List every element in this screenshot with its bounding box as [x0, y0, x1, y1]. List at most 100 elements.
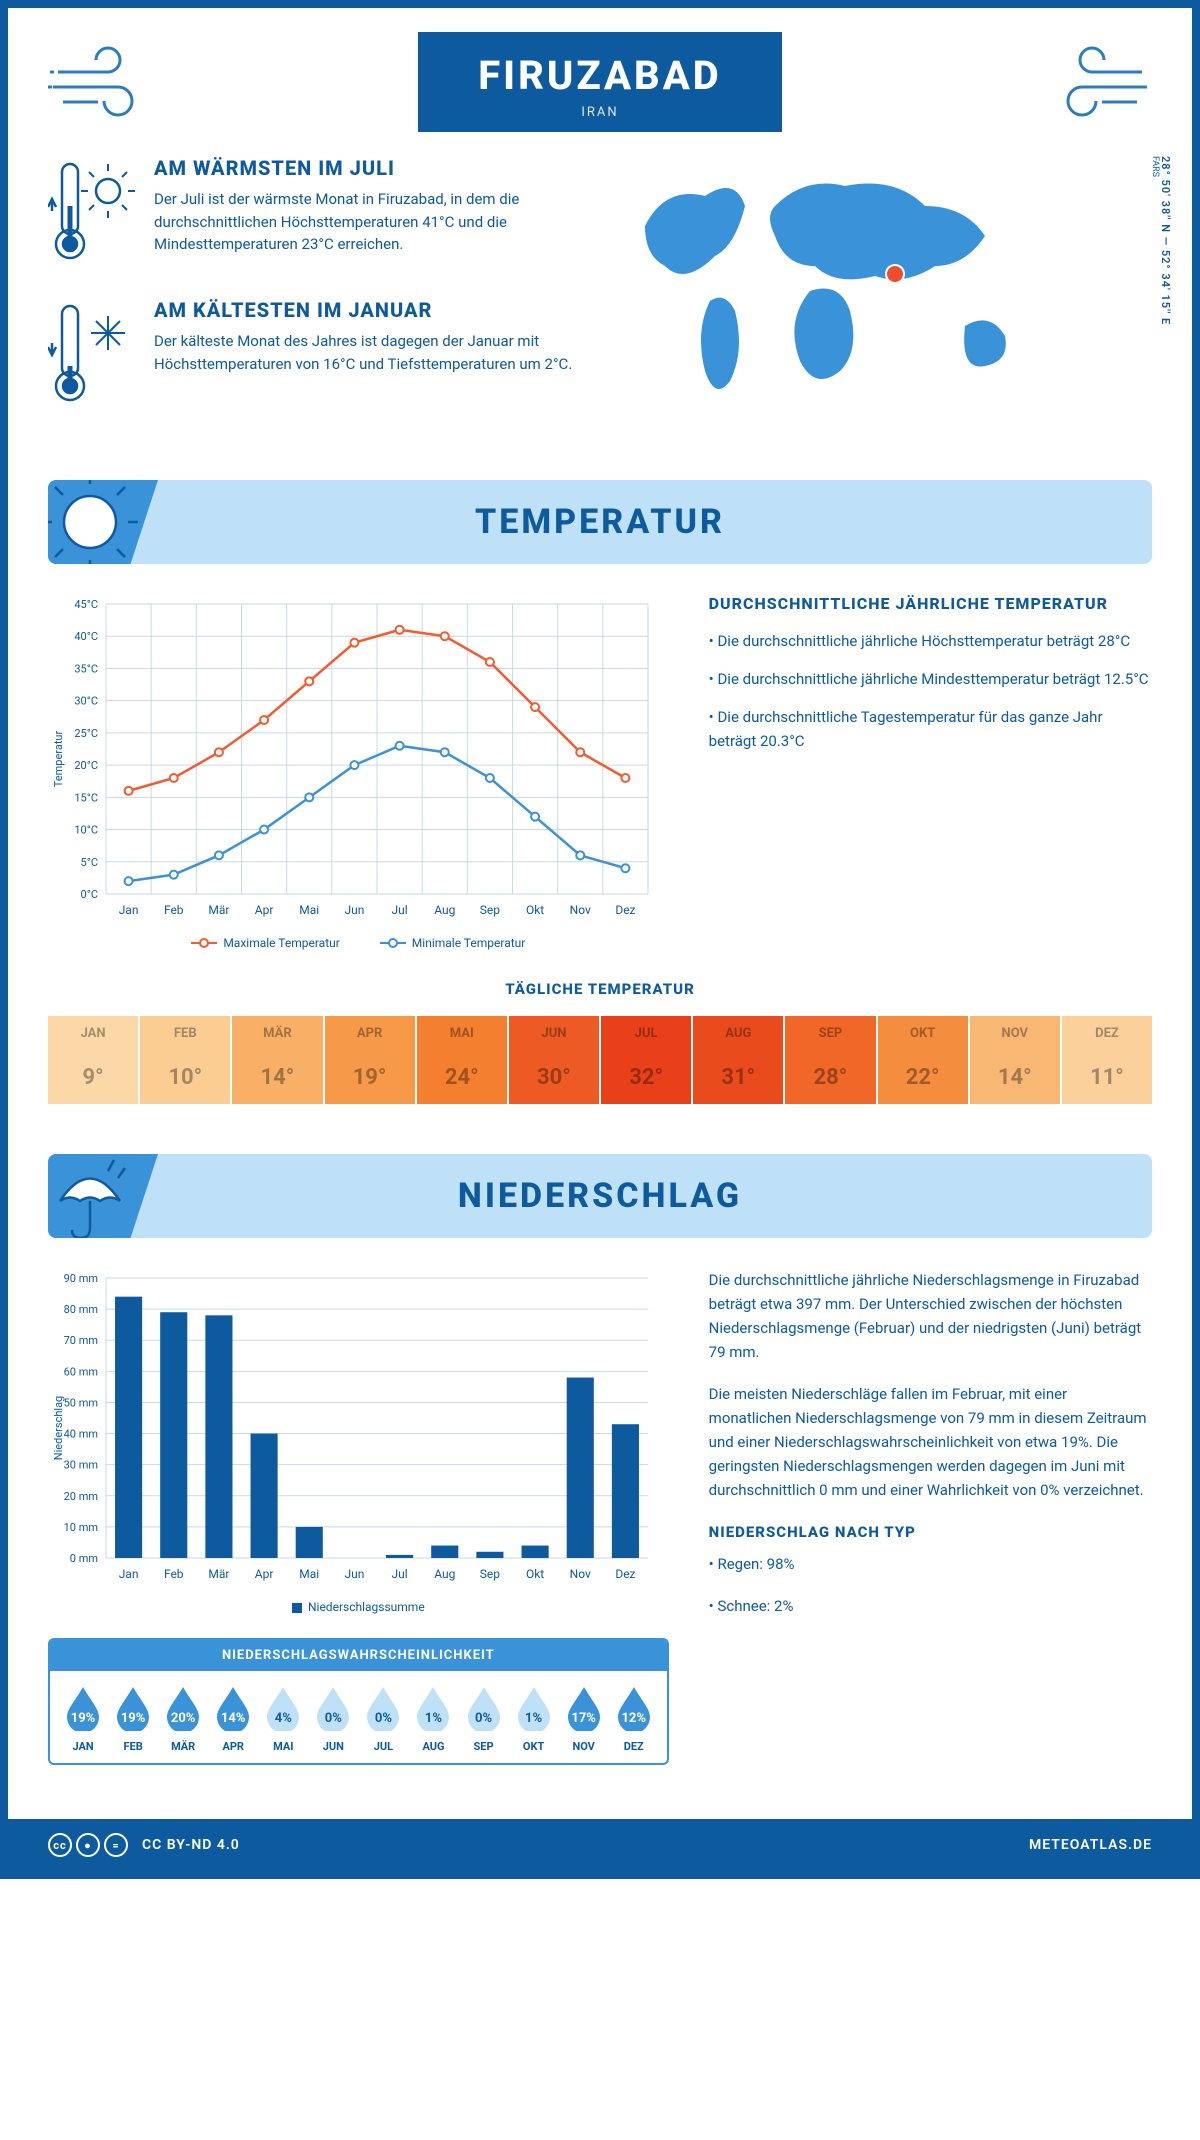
svg-text:Feb: Feb: [164, 903, 184, 917]
svg-text:Temperatur: Temperatur: [52, 731, 65, 788]
heat-cell: NOV14°: [970, 1016, 1062, 1104]
svg-text:30 mm: 30 mm: [64, 1459, 98, 1472]
temp-summary-heading: DURCHSCHNITTLICHE JÄHRLICHE TEMPERATUR: [709, 594, 1152, 613]
svg-text:40°C: 40°C: [74, 630, 98, 643]
heat-cell: OKT22°: [878, 1016, 970, 1104]
warmest-block: AM WÄRMSTEN IM JULI Der Juli ist der wär…: [48, 156, 585, 270]
precip-rain: • Regen: 98%: [709, 1552, 1152, 1576]
license-text: CC BY-ND 4.0: [142, 1837, 240, 1853]
svg-text:0°C: 0°C: [81, 888, 98, 901]
country-name: IRAN: [478, 105, 721, 120]
svg-text:Jun: Jun: [344, 903, 364, 917]
svg-text:Dez: Dez: [615, 903, 635, 917]
umbrella-icon: [48, 1154, 140, 1238]
svg-text:20 mm: 20 mm: [64, 1490, 98, 1503]
coldest-title: AM KÄLTESTEN IM JANUAR: [154, 298, 585, 322]
precip-heading: NIEDERSCHLAG: [48, 1176, 1152, 1216]
svg-text:10°C: 10°C: [74, 824, 98, 837]
coords-label: 28° 50' 38'' N — 52° 34' 15'' E: [1159, 156, 1172, 325]
svg-text:10 mm: 10 mm: [64, 1521, 98, 1534]
heat-cell: JAN9°: [48, 1016, 140, 1104]
temp-bullet-3: • Die durchschnittliche Tagestemperatur …: [709, 705, 1152, 753]
precip-legend: Niederschlagssumme: [48, 1600, 669, 1614]
svg-text:Jun: Jun: [344, 1567, 364, 1581]
precipitation-chart: 0 mm10 mm20 mm30 mm40 mm50 mm60 mm70 mm8…: [48, 1268, 669, 1614]
temperature-chart: 0°C5°C10°C15°C20°C25°C30°C35°C40°C45°CJa…: [48, 594, 669, 950]
prob-cell: 14%APR: [208, 1685, 258, 1753]
svg-text:45°C: 45°C: [74, 598, 98, 611]
svg-text:70 mm: 70 mm: [64, 1334, 98, 1347]
warmest-text: Der Juli ist der wärmste Monat in Firuza…: [154, 188, 585, 256]
precip-section-banner: NIEDERSCHLAG: [48, 1154, 1152, 1238]
city-name: FIRUZABAD: [478, 52, 721, 99]
daily-temp-table: JAN9°FEB10°MÄR14°APR19°MAI24°JUN30°JUL32…: [48, 1016, 1152, 1104]
cc-icon: cc: [48, 1833, 72, 1857]
prob-cell: 1%AUG: [408, 1685, 458, 1753]
cc-license: cc ● = CC BY-ND 4.0: [48, 1833, 240, 1857]
wind-icon-right: [1032, 32, 1152, 136]
svg-text:Nov: Nov: [570, 903, 591, 917]
heat-cell: SEP28°: [785, 1016, 877, 1104]
svg-text:Aug: Aug: [434, 903, 455, 917]
heat-cell: JUL32°: [601, 1016, 693, 1104]
by-icon: ●: [76, 1833, 100, 1857]
heat-cell: MAI24°: [417, 1016, 509, 1104]
svg-text:Nov: Nov: [570, 1567, 591, 1581]
coldest-text: Der kälteste Monat des Jahres ist dagege…: [154, 330, 585, 375]
prob-cell: 20%MÄR: [158, 1685, 208, 1753]
footer: cc ● = CC BY-ND 4.0 METEOATLAS.DE: [8, 1819, 1192, 1871]
svg-text:35°C: 35°C: [74, 662, 98, 675]
prob-cell: 0%JUL: [358, 1685, 408, 1753]
svg-text:Jul: Jul: [392, 903, 408, 917]
svg-text:Sep: Sep: [480, 903, 500, 917]
svg-text:Okt: Okt: [526, 903, 544, 917]
heat-cell: MÄR14°: [232, 1016, 324, 1104]
svg-text:20°C: 20°C: [74, 759, 98, 772]
svg-text:Mär: Mär: [208, 903, 229, 917]
precip-snow: • Schnee: 2%: [709, 1594, 1152, 1618]
svg-text:Dez: Dez: [615, 1567, 635, 1581]
svg-text:5°C: 5°C: [81, 856, 98, 869]
svg-text:60 mm: 60 mm: [64, 1365, 98, 1378]
world-map-icon: [615, 156, 1055, 416]
heat-cell: FEB10°: [140, 1016, 232, 1104]
prob-cell: 12%DEZ: [609, 1685, 659, 1753]
probability-title: NIEDERSCHLAGSWAHRSCHEINLICHKEIT: [50, 1640, 667, 1671]
daily-temp-title: TÄGLICHE TEMPERATUR: [48, 980, 1152, 998]
heat-cell: DEZ11°: [1062, 1016, 1152, 1104]
prob-cell: 0%JUN: [308, 1685, 358, 1753]
prob-cell: 4%MAI: [258, 1685, 308, 1753]
probability-box: NIEDERSCHLAGSWAHRSCHEINLICHKEIT 19%JAN19…: [48, 1638, 669, 1765]
thermometer-cold-icon: [48, 298, 138, 412]
svg-text:40 mm: 40 mm: [64, 1428, 98, 1441]
svg-text:30°C: 30°C: [74, 695, 98, 708]
precip-summary: Die durchschnittliche jährliche Niedersc…: [709, 1268, 1152, 1765]
warmest-title: AM WÄRMSTEN IM JULI: [154, 156, 585, 180]
svg-text:Feb: Feb: [164, 1567, 184, 1581]
thermometer-hot-icon: [48, 156, 138, 270]
temp-heading: TEMPERATUR: [48, 502, 1152, 542]
site-name: METEOATLAS.DE: [1029, 1837, 1152, 1853]
svg-text:Mai: Mai: [299, 1567, 319, 1581]
svg-text:80 mm: 80 mm: [64, 1303, 98, 1316]
svg-text:Apr: Apr: [255, 1567, 274, 1581]
precip-type-heading: NIEDERSCHLAG NACH TYP: [709, 1520, 1152, 1544]
svg-text:15°C: 15°C: [74, 791, 98, 804]
svg-text:Jul: Jul: [392, 1567, 408, 1581]
temp-bullet-1: • Die durchschnittliche jährliche Höchst…: [709, 629, 1152, 653]
svg-text:Jan: Jan: [119, 1567, 139, 1581]
world-map-block: FARS 28° 50' 38'' N — 52° 34' 15'' E: [615, 156, 1152, 440]
prob-cell: 19%FEB: [108, 1685, 158, 1753]
svg-text:Apr: Apr: [255, 903, 274, 917]
coldest-block: AM KÄLTESTEN IM JANUAR Der kälteste Mona…: [48, 298, 585, 412]
sun-icon: [48, 480, 140, 564]
svg-text:Okt: Okt: [526, 1567, 544, 1581]
title-banner: FIRUZABAD IRAN: [418, 32, 781, 132]
svg-text:Mai: Mai: [299, 903, 319, 917]
svg-text:50 mm: 50 mm: [64, 1396, 98, 1409]
svg-text:Niederschlag: Niederschlag: [52, 1396, 65, 1460]
prob-cell: 0%SEP: [459, 1685, 509, 1753]
svg-text:90 mm: 90 mm: [64, 1272, 98, 1285]
svg-text:Sep: Sep: [480, 1567, 500, 1581]
header: FIRUZABAD IRAN: [48, 32, 1152, 136]
